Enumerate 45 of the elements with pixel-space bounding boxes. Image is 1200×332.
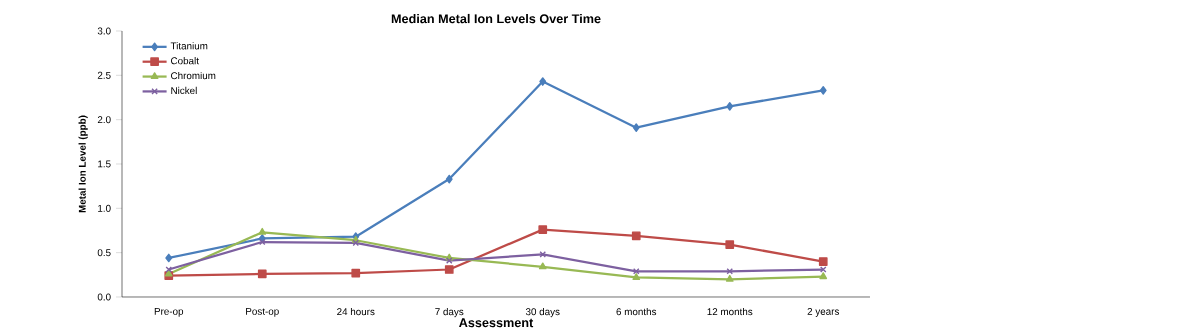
x-axis-title: Assessment [459,318,534,328]
point [444,265,454,274]
point [538,262,547,270]
point [632,273,641,281]
point [445,174,453,184]
point [258,227,267,235]
y-tick-label: 1.0 [98,204,111,212]
y-tick-label: 0.5 [97,249,111,257]
point [352,239,360,247]
point [539,251,547,258]
legend-label: Nickel [171,86,197,95]
legend-label: Chromium [171,72,216,80]
point [165,253,173,263]
x-tick-label: 30 days [525,308,560,318]
y-tick-label: 0.0 [97,293,111,301]
legend-label: Cobalt [171,57,199,65]
point [819,86,827,95]
point [632,268,640,275]
x-tick-label: 6 months [616,308,657,316]
y-tick-label: 2.0 [97,116,111,124]
y-tick-label: 2.5 [97,71,111,79]
point [726,102,734,111]
point [818,257,828,266]
point [538,225,548,235]
x-tick-label: Post-op [246,308,279,317]
x-tick-label: 2 years [807,308,840,317]
point [725,240,735,250]
point [351,268,361,278]
x-tick-label: 7 days [435,308,464,318]
point [726,268,734,275]
point [632,123,640,133]
legend-label: Titanium [170,42,208,50]
point [445,257,453,264]
x-tick-label: Pre-op [154,308,184,317]
point [631,231,641,241]
chart-title: Median Metal Ion Levels Over Time [391,13,601,24]
x-tick-label: 12 months [707,308,753,316]
y-tick-label: 1.5 [98,160,111,168]
y-axis-title: Metal Ion Level (ppb) [78,115,88,213]
point [725,274,734,282]
point [819,272,828,280]
point [539,77,547,86]
x-tick-label: 24 hours [337,308,375,316]
y-tick-label: 3.0 [97,27,111,35]
point [257,269,267,279]
